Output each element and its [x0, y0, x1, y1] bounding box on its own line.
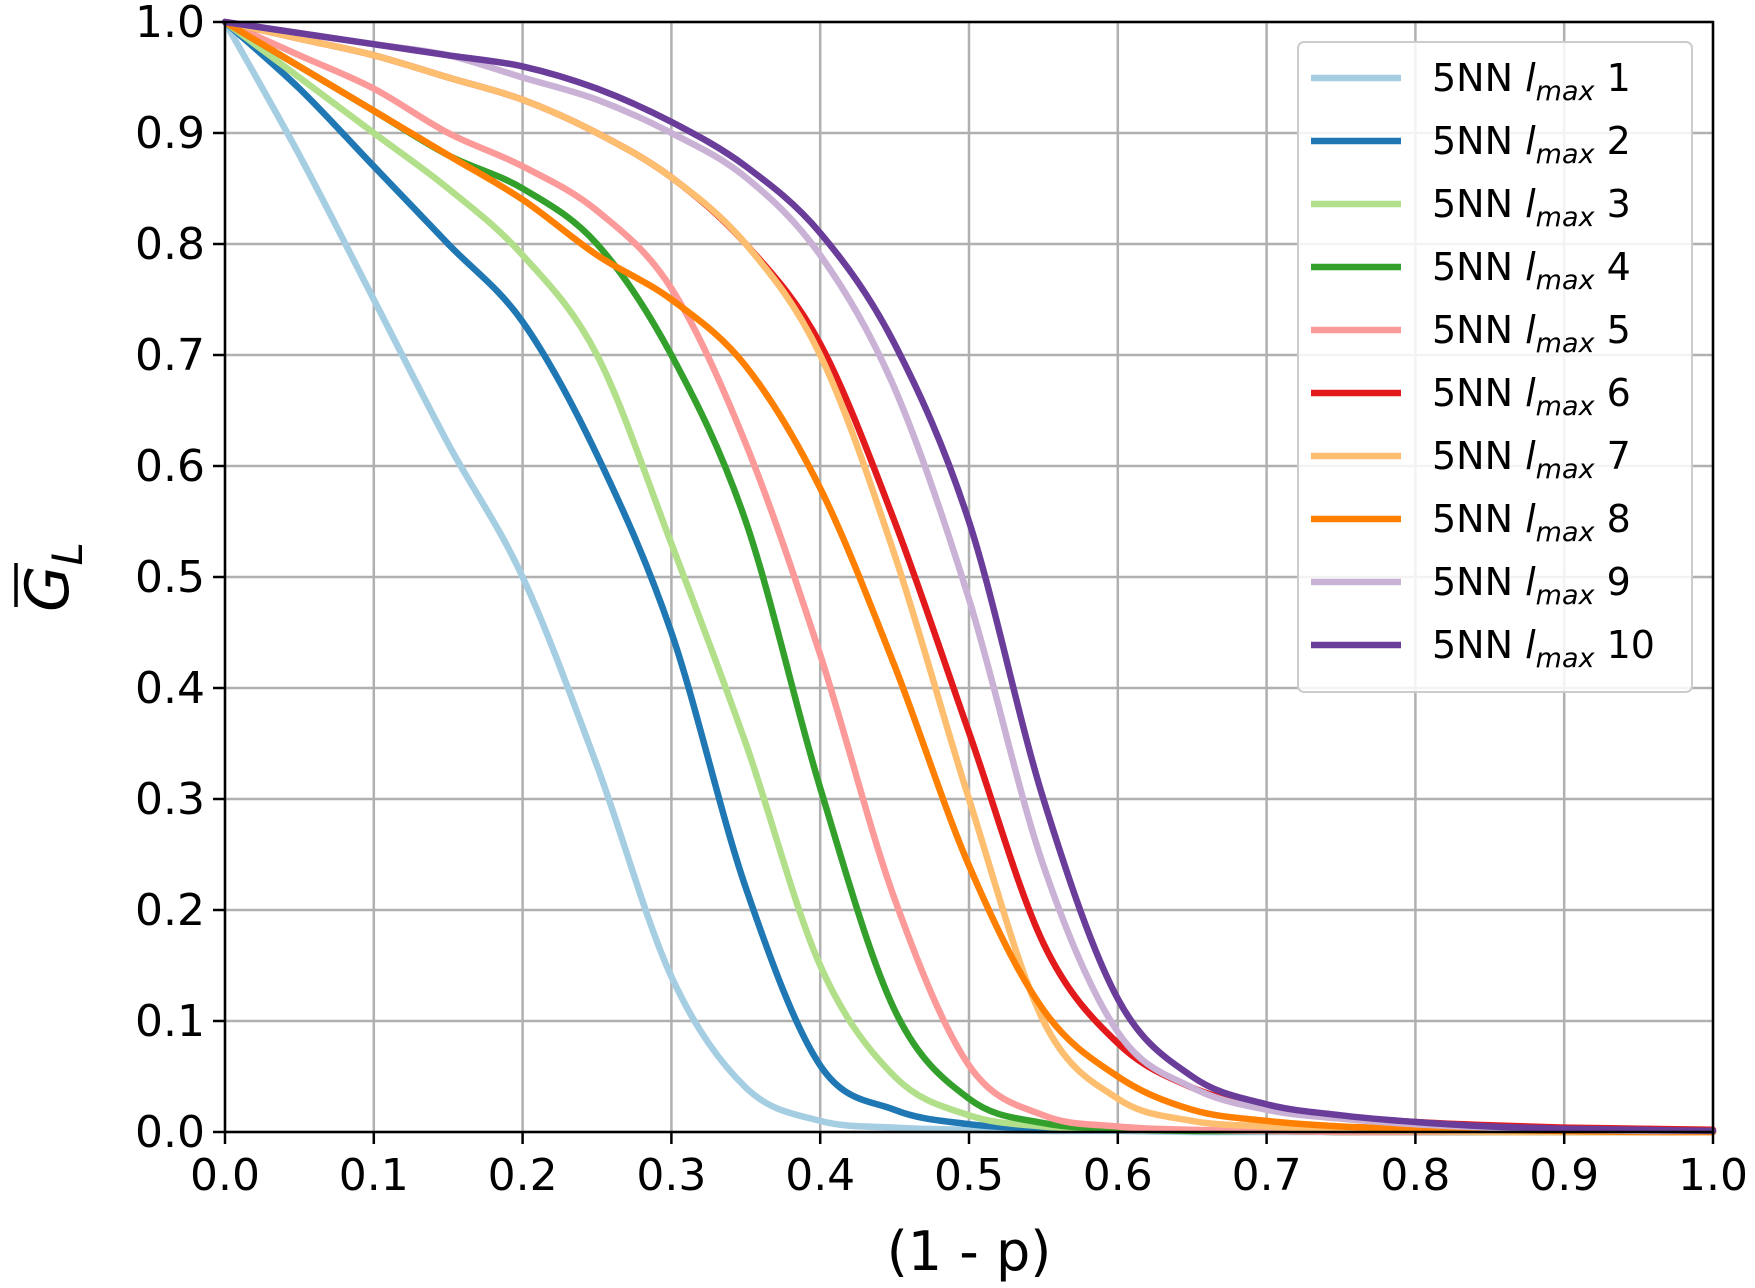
legend-label: 5NN lmax 5: [1432, 308, 1631, 359]
x-tick-label: 0.3: [636, 1150, 706, 1201]
x-tick-label: 0.8: [1380, 1150, 1450, 1201]
x-tick-label: 0.0: [190, 1150, 260, 1201]
legend-label: 5NN lmax 3: [1432, 182, 1631, 233]
legend-item: 5NN lmax 7: [1311, 434, 1631, 485]
legend-item: 5NN lmax 10: [1311, 623, 1655, 674]
x-tick-label: 0.5: [934, 1150, 1004, 1201]
legend-item: 5NN lmax 4: [1311, 245, 1631, 296]
y-tick-label: 0.6: [135, 441, 205, 492]
legend-label: 5NN lmax 7: [1432, 434, 1631, 485]
legend-item: 5NN lmax 6: [1311, 371, 1631, 422]
legend-item: 5NN lmax 5: [1311, 308, 1631, 359]
x-axis-label: (1 - p): [887, 1220, 1052, 1283]
y-tick-label: 0.0: [135, 1107, 205, 1158]
y-tick-label: 0.7: [135, 330, 205, 381]
y-axis-label-sub: L: [43, 542, 92, 565]
y-tick-label: 0.3: [135, 774, 205, 825]
y-tick-label: 0.9: [135, 108, 205, 159]
legend-label: 5NN lmax 1: [1432, 56, 1631, 107]
x-tick-label: 0.6: [1083, 1150, 1153, 1201]
legend-item: 5NN lmax 9: [1311, 560, 1631, 611]
x-tick-label: 0.2: [488, 1150, 558, 1201]
legend-item: 5NN lmax 8: [1311, 497, 1631, 548]
legend-item: 5NN lmax 1: [1311, 56, 1631, 107]
legend: 5NN lmax 1 5NN lmax 2 5NN lmax 3 5NN lmax 4…: [1297, 41, 1693, 693]
y-axis-ticks: 0.0 0.1 0.2 0.3 0.4 0.5 0.6 0.7 0.8 0.9 1.0: [135, 0, 225, 1158]
legend-label: 5NN lmax 2: [1432, 119, 1631, 170]
legend-item: 5NN lmax 3: [1311, 182, 1631, 233]
y-tick-label: 0.4: [135, 663, 205, 714]
legend-label: 5NN lmax 8: [1432, 497, 1631, 548]
legend-item: 5NN lmax 2: [1311, 119, 1631, 170]
x-tick-label: 1.0: [1678, 1150, 1748, 1201]
legend-label: 5NN lmax 4: [1432, 245, 1631, 296]
y-tick-label: 0.1: [135, 996, 205, 1047]
y-axis-label: GL: [13, 542, 92, 612]
x-tick-label: 0.9: [1529, 1150, 1599, 1201]
y-tick-label: 0.2: [135, 885, 205, 936]
y-tick-label: 0.8: [135, 219, 205, 270]
legend-label: 5NN lmax 6: [1432, 371, 1631, 422]
svg-text:GL: GL: [13, 542, 92, 612]
y-tick-label: 0.5: [135, 552, 205, 603]
y-axis-label-main: G: [13, 565, 83, 612]
legend-label: 5NN lmax 9: [1432, 560, 1631, 611]
series-line-8: [221, 18, 1717, 1136]
x-tick-label: 0.7: [1232, 1150, 1302, 1201]
series-line-10: [221, 18, 1717, 1135]
x-tick-label: 0.4: [785, 1150, 855, 1201]
legend-label: 5NN lmax 10: [1432, 623, 1655, 674]
y-tick-label: 1.0: [135, 0, 205, 48]
x-axis-ticks: 0.0 0.1 0.2 0.3 0.4 0.5 0.6 0.7 0.8 0.9 1.0: [190, 1132, 1748, 1201]
x-tick-label: 0.1: [339, 1150, 409, 1201]
